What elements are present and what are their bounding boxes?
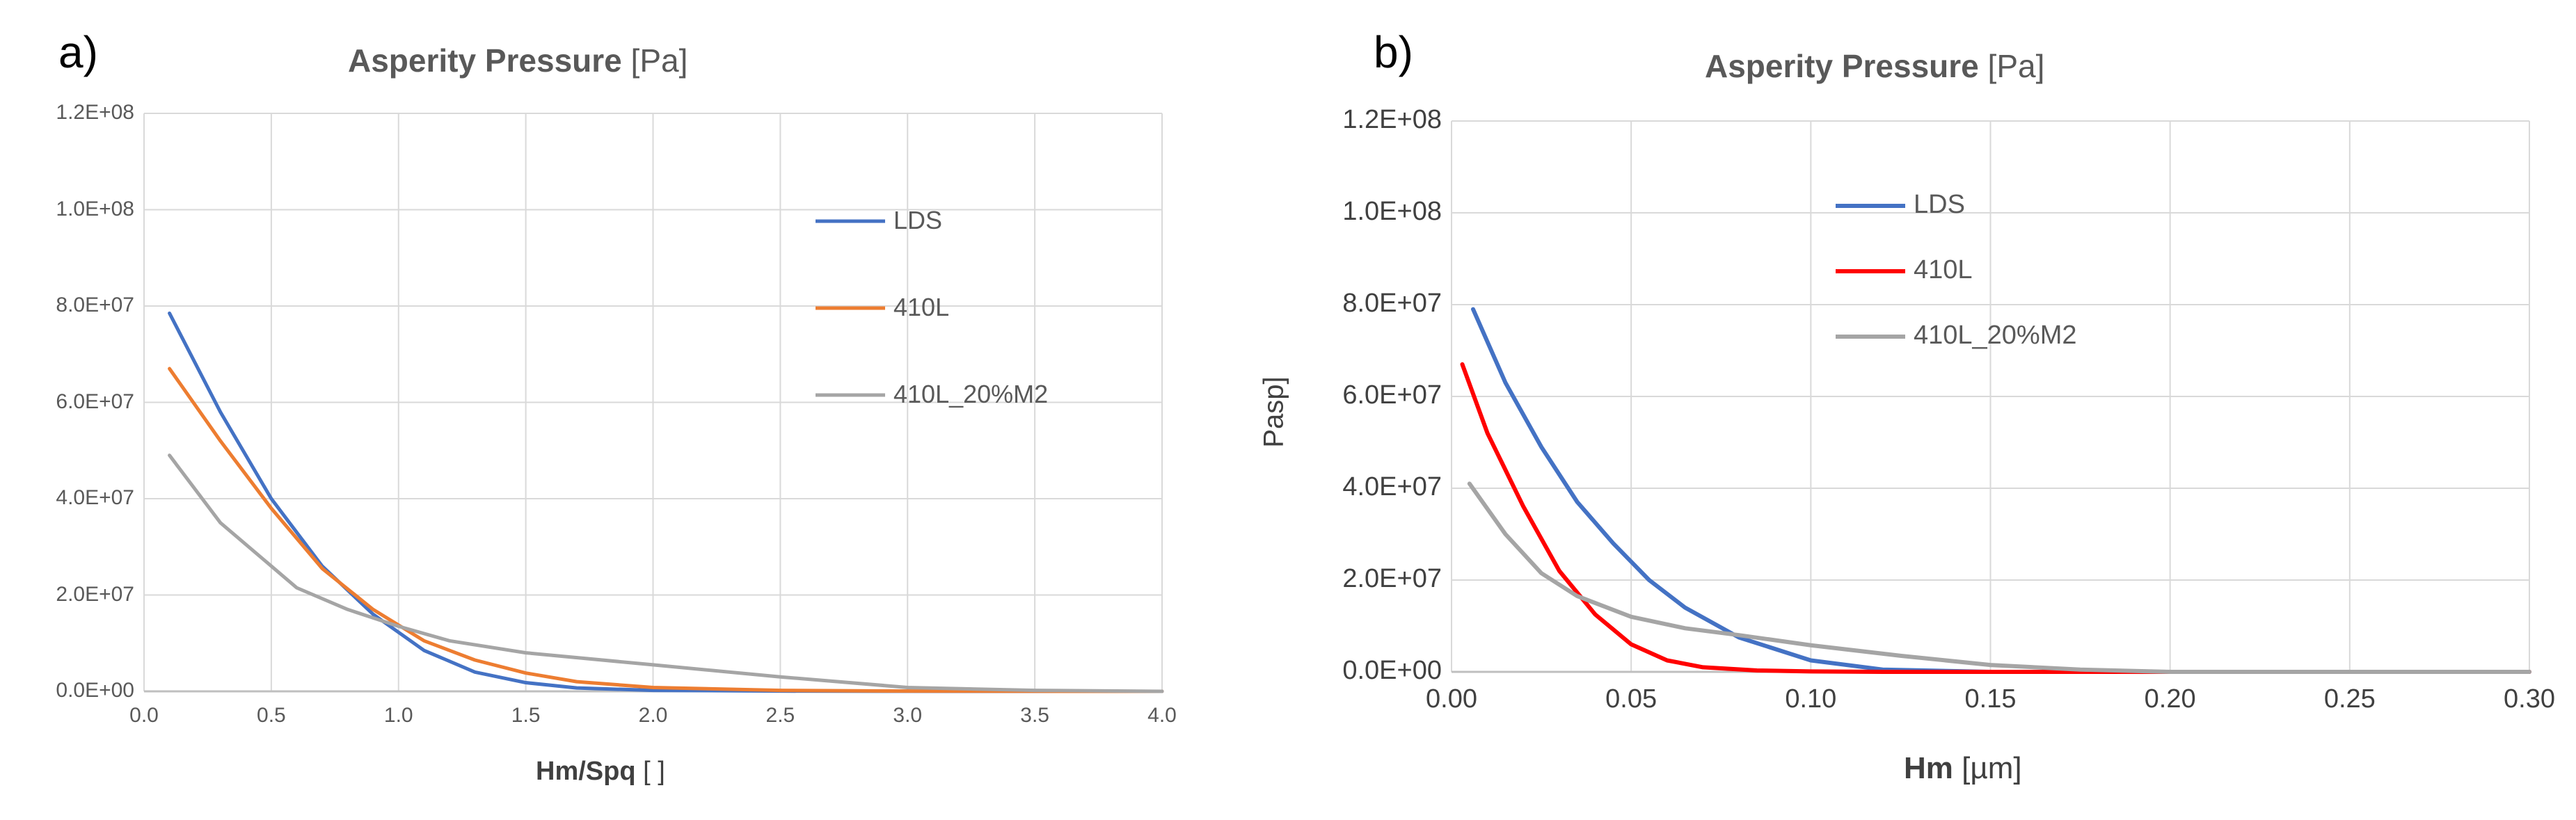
- series-line-410l-20-m2: [168, 453, 1164, 693]
- chart-a-plot: [143, 113, 1164, 693]
- x-tick-label: 4.0: [1147, 704, 1177, 727]
- legend-label: LDS: [893, 206, 943, 235]
- x-tick-label: 0.5: [257, 704, 286, 727]
- x-tick-label: 0.25: [2323, 684, 2376, 714]
- legend-label: 410L: [1914, 255, 1973, 285]
- panel-label-a: a): [58, 27, 98, 77]
- x-tick-label: 0.10: [1785, 684, 1837, 714]
- chart-b-plot: [1451, 120, 2531, 674]
- chart-panel-b: b) Asperity Pressure [Pa] Hm [µm] Pasp] …: [1253, 0, 2576, 820]
- x-tick-label: 3.5: [1020, 704, 1049, 727]
- y-tick-label: 8.0E+07: [1342, 289, 1442, 319]
- chart-title-b-text: Asperity Pressure: [1705, 48, 1979, 84]
- legend-label: LDS: [1914, 190, 1965, 220]
- chart-title-a-text: Asperity Pressure: [348, 42, 622, 79]
- y-tick-label: 8.0E+07: [56, 294, 134, 316]
- legend-label: 410L: [893, 293, 950, 322]
- y-tick-label: 4.0E+07: [56, 486, 134, 509]
- legend-label: 410L_20%M2: [893, 380, 1049, 409]
- x-axis-label-b-unit: [µm]: [1962, 751, 2022, 785]
- x-tick-label: 2.5: [765, 704, 795, 727]
- chart-title-a: Asperity Pressure [Pa]: [348, 42, 687, 79]
- chart-title-b: Asperity Pressure [Pa]: [1705, 47, 2044, 85]
- y-tick-label: 2.0E+07: [56, 582, 134, 606]
- y-tick-label: 0.0E+00: [56, 679, 134, 702]
- x-tick-label: 1.0: [383, 704, 413, 727]
- chart-title-a-unit: [Pa]: [630, 42, 688, 79]
- x-axis-label-a: Hm/Spq [ ]: [536, 757, 665, 787]
- x-tick-label: 0.0: [129, 704, 159, 727]
- y-tick-label: 0.0E+00: [1342, 656, 1442, 686]
- x-tick-label: 0.30: [2504, 684, 2555, 714]
- y-tick-label: 1.2E+08: [1342, 105, 1442, 135]
- y-tick-label: 1.2E+08: [56, 101, 134, 124]
- x-tick-label: 0.20: [2144, 684, 2196, 714]
- x-tick-label: 0.15: [1964, 684, 2017, 714]
- x-axis-label-a-text: Hm/Spq: [536, 757, 636, 786]
- series-line-410l: [168, 367, 1164, 693]
- x-tick-label: 1.5: [511, 704, 541, 727]
- panel-label-b: b): [1374, 27, 1413, 77]
- y-tick-label: 6.0E+07: [56, 389, 134, 413]
- series-line-lds: [168, 311, 1164, 693]
- y-tick-label: 6.0E+07: [1342, 380, 1442, 410]
- x-axis-label-a-unit: [ ]: [643, 757, 665, 786]
- x-axis-label-b-text: Hm: [1904, 751, 1953, 785]
- chart-title-b-unit: [Pa]: [1987, 48, 2045, 84]
- y-tick-label: 2.0E+07: [1342, 564, 1442, 594]
- y-tick-label: 1.0E+08: [56, 197, 134, 220]
- x-tick-label: 2.0: [638, 704, 668, 727]
- series-line-410l: [1460, 362, 2531, 674]
- y-axis-label-b: Pasp]: [1258, 376, 1289, 448]
- x-axis-label-b: Hm [µm]: [1904, 751, 2022, 786]
- x-tick-label: 0.00: [1426, 684, 1477, 714]
- y-tick-label: 1.0E+08: [1342, 197, 1442, 227]
- chart-panel-a: a) Asperity Pressure [Pa] Hm/Spq [ ] 0.0…: [0, 0, 1176, 820]
- x-tick-label: 3.0: [893, 704, 923, 727]
- legend-label: 410L_20%M2: [1914, 321, 2077, 351]
- y-tick-label: 4.0E+07: [1342, 472, 1442, 502]
- x-tick-label: 0.05: [1605, 684, 1657, 714]
- series-line-410l-20-m2: [1467, 481, 2531, 674]
